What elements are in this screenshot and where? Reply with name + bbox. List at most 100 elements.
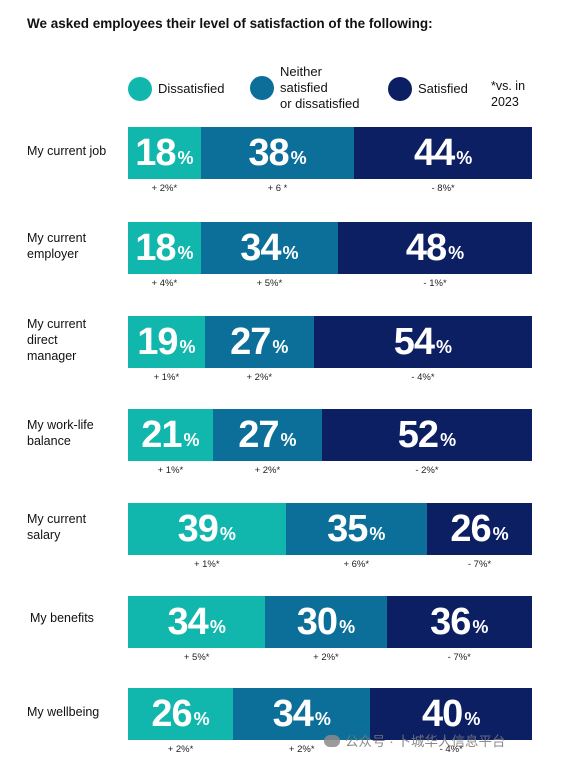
data-label-value: 19: [137, 321, 178, 363]
bar-segment-neither: 38%: [200, 127, 355, 179]
data-label-unit: %: [339, 617, 356, 637]
bar-segment-neither: 35%: [285, 503, 427, 555]
data-label-value: 34: [240, 227, 281, 269]
data-label-value: 38: [248, 132, 289, 174]
wechat-icon: [324, 735, 340, 747]
data-label-unit: %: [464, 709, 481, 729]
data-label-value: 52: [397, 414, 439, 456]
change-vs-2023-label: - 1%*: [423, 278, 447, 289]
category-label: My current employer: [27, 231, 87, 261]
data-label-unit: %: [193, 709, 210, 729]
change-vs-2023-label: + 2%*: [313, 652, 339, 663]
bar-segment-neither: 27%: [204, 316, 314, 368]
data-label-unit: %: [272, 337, 289, 357]
data-label-value: 40: [422, 693, 463, 735]
data-label-value: 36: [430, 601, 471, 643]
legend-swatch-satisfied: [388, 77, 412, 101]
change-vs-2023-label: + 2%*: [288, 744, 315, 755]
data-label-unit: %: [179, 337, 196, 357]
bar-segment-neither: 34%: [200, 222, 339, 274]
data-label-value: 18: [135, 132, 176, 174]
category-label: My current direct manager: [27, 317, 87, 363]
change-vs-2023-label: + 1%*: [157, 465, 184, 476]
data-label-unit: %: [290, 148, 307, 168]
data-label-unit: %: [492, 524, 509, 544]
data-label-unit: %: [369, 524, 386, 544]
data-label-unit: %: [282, 243, 299, 263]
change-vs-2023-label: - 7%*: [467, 559, 492, 570]
bar-segment-neither: 27%: [212, 409, 322, 461]
bar-segment-dissatisfied: 34%: [128, 596, 266, 648]
data-label-value: 26: [450, 508, 491, 550]
data-label-unit: %: [314, 709, 331, 729]
data-label-value: 30: [296, 601, 338, 643]
change-vs-2023-label: + 2%*: [167, 744, 194, 755]
bar-segment-satisfied: 52%: [321, 409, 532, 461]
data-label-value: 34: [167, 601, 209, 643]
bar-segment-dissatisfied: 39%: [128, 503, 286, 555]
change-vs-2023-label: + 4%*: [151, 278, 178, 289]
data-label-value: 54: [393, 321, 435, 363]
bar-segment-neither: 30%: [265, 596, 387, 648]
category-label: My benefits: [30, 611, 94, 625]
category-label: My current job: [27, 144, 107, 158]
data-label-value: 39: [177, 508, 219, 550]
legend-swatch-neither: [250, 76, 274, 100]
category-label: My current salary: [27, 512, 87, 542]
data-label-unit: %: [440, 430, 457, 450]
data-label-value: 34: [272, 693, 314, 735]
data-label-unit: %: [183, 430, 200, 450]
bar-segment-satisfied: 48%: [338, 222, 532, 274]
data-label-unit: %: [209, 617, 226, 637]
bar-segment-dissatisfied: 26%: [128, 688, 234, 740]
data-label-value: 48: [405, 227, 447, 269]
legend-label-dissatisfied: Dissatisfied: [158, 81, 225, 96]
bar-segment-satisfied: 54%: [313, 316, 532, 368]
bar-segment-satisfied: 44%: [354, 127, 532, 179]
data-label-unit: %: [472, 617, 489, 637]
data-label-unit: %: [177, 243, 194, 263]
change-vs-2023-label: + 1%*: [193, 559, 220, 570]
data-label-unit: %: [448, 243, 465, 263]
data-label-unit: %: [436, 337, 453, 357]
legend-label-neither: Neither satisfied or dissatisfied: [280, 64, 360, 111]
legend-neither: Neither satisfied or dissatisfied: [250, 64, 359, 112]
data-label-value: 26: [151, 693, 192, 735]
legend-satisfied: Satisfied: [388, 77, 468, 101]
bar-segment-dissatisfied: 19%: [128, 316, 205, 368]
legend-swatch-dissatisfied: [128, 77, 152, 101]
bar-segment-dissatisfied: 21%: [128, 409, 213, 461]
data-label-unit: %: [456, 148, 473, 168]
watermark: 公众号 · 卜城华人信息平台: [324, 730, 506, 750]
legend-dissatisfied: Dissatisfied: [128, 77, 224, 101]
legend-note: *vs. in 2023: [491, 79, 526, 109]
change-vs-2023-label: - 7%*: [447, 652, 471, 663]
category-label: My work-life balance: [27, 418, 94, 448]
bar-segment-satisfied: 40%: [370, 688, 532, 740]
data-label-value: 21: [141, 414, 182, 456]
change-vs-2023-label: - 4%*: [411, 372, 435, 383]
change-vs-2023-label: + 1%*: [153, 372, 180, 383]
data-label-unit: %: [219, 524, 236, 544]
data-label-value: 27: [238, 414, 279, 456]
bar-segment-satisfied: 26%: [426, 503, 532, 555]
data-label-unit: %: [177, 148, 194, 168]
change-vs-2023-label: + 6 *: [267, 183, 288, 194]
bar-segment-neither: 34%: [233, 688, 371, 740]
change-vs-2023-label: + 2%*: [246, 372, 273, 383]
change-vs-2023-label: + 2%*: [151, 183, 178, 194]
chart-title: We asked employees their level of satisf…: [27, 16, 433, 31]
change-vs-2023-label: + 2%*: [254, 465, 281, 476]
data-label-value: 44: [413, 132, 455, 174]
change-vs-2023-label: + 5%*: [183, 652, 210, 663]
change-vs-2023-label: + 6%*: [343, 559, 370, 570]
change-vs-2023-label: - 2%*: [415, 465, 439, 476]
change-vs-2023-label: + 5%*: [256, 278, 283, 289]
bar-segment-satisfied: 36%: [386, 596, 532, 648]
data-label-value: 35: [327, 508, 368, 550]
data-label-unit: %: [280, 430, 297, 450]
watermark-text: 公众号 · 卜城华人信息平台: [345, 734, 506, 749]
change-vs-2023-label: - 8%*: [431, 183, 455, 194]
bar-segment-dissatisfied: 18%: [128, 127, 201, 179]
change-vs-2023-label: - 4%*: [439, 744, 463, 755]
